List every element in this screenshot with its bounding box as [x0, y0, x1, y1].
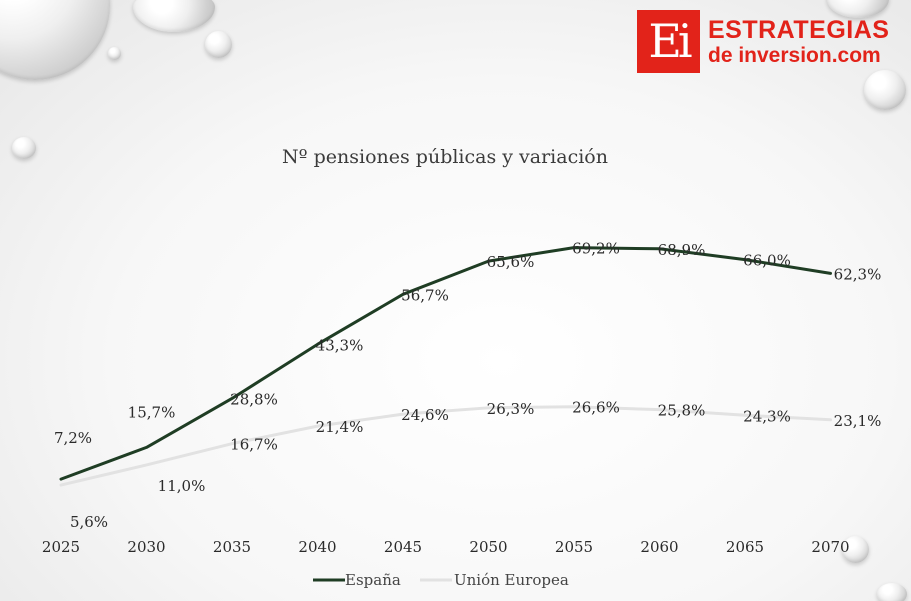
data-label-union-europea: 26,3% — [487, 400, 535, 418]
x-tick-label: 2040 — [298, 538, 336, 556]
data-label-union-europea: 24,3% — [743, 407, 791, 425]
data-label-espana: 56,7% — [401, 286, 449, 304]
logo-mark: Ei — [637, 10, 700, 73]
logo-wordmark: ESTRATEGIAS de inversion.com — [708, 15, 890, 67]
x-tick-label: 2045 — [384, 538, 422, 556]
series-line-union-europea — [59, 405, 832, 487]
legend-label-union-europea: Unión Europea — [454, 571, 569, 589]
x-tick-label: 2035 — [213, 538, 251, 556]
x-tick-label: 2065 — [726, 538, 764, 556]
data-label-union-europea: 25,8% — [658, 402, 706, 420]
data-label-union-europea: 16,7% — [230, 436, 278, 454]
x-tick-label: 2025 — [42, 538, 80, 556]
data-label-union-europea: 5,6% — [70, 513, 108, 531]
logo-line-2: de inversion.com — [708, 43, 881, 67]
brand-logo: Ei ESTRATEGIAS de inversion.com — [637, 10, 889, 73]
logo-line-1: ESTRATEGIAS — [708, 15, 890, 44]
water-droplet-icon — [864, 70, 906, 110]
x-tick-label: 2060 — [640, 538, 678, 556]
water-droplet-icon — [877, 583, 907, 601]
water-droplet-icon — [827, 0, 889, 18]
x-tick-label: 2070 — [811, 538, 849, 556]
x-tick-label: 2030 — [127, 538, 165, 556]
chart-title: Nº pensiones públicas y variación — [282, 146, 608, 168]
data-label-union-europea: 23,1% — [834, 412, 882, 430]
data-label-espana: 68,9% — [658, 241, 706, 259]
data-label-union-europea: 24,6% — [401, 406, 449, 424]
water-droplet-icon — [205, 31, 232, 58]
data-label-espana: 43,3% — [316, 336, 364, 354]
data-label-union-europea: 11,0% — [158, 477, 206, 495]
data-label-espana: 28,8% — [230, 390, 278, 408]
data-label-union-europea: 21,4% — [316, 418, 364, 436]
water-droplet-icon — [12, 137, 36, 159]
data-label-espana: 7,2% — [54, 429, 92, 447]
legend-label-espana: España — [345, 571, 401, 589]
data-label-espana: 69,2% — [572, 240, 620, 258]
water-droplet-icon — [108, 47, 121, 60]
data-label-espana: 15,7% — [128, 403, 176, 421]
data-label-union-europea: 26,6% — [572, 399, 620, 417]
x-tick-label: 2050 — [469, 538, 507, 556]
data-label-espana: 66,0% — [743, 252, 791, 270]
x-tick-label: 2055 — [555, 538, 593, 556]
water-droplet-icon — [842, 536, 869, 563]
data-label-espana: 62,3% — [834, 265, 882, 283]
series-line-espana — [59, 246, 832, 481]
data-label-espana: 65,6% — [487, 253, 535, 271]
